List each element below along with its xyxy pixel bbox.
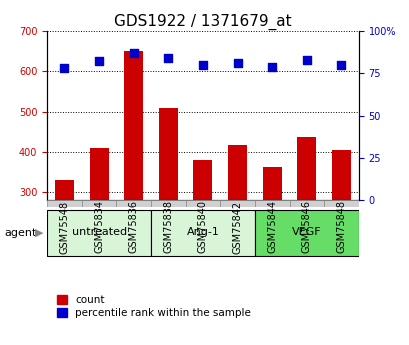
Bar (227, 145, 247, 313)
Bar (151, 200, 185, 207)
Bar (89, 148, 108, 313)
Bar (331, 150, 350, 313)
Text: Ang-1: Ang-1 (186, 227, 219, 237)
Bar (151, 209, 254, 256)
Point (268, 64, 275, 69)
Point (130, 50, 137, 56)
Text: ▶: ▶ (35, 228, 43, 238)
Title: GDS1922 / 1371679_at: GDS1922 / 1371679_at (114, 13, 291, 30)
Text: GSM75834: GSM75834 (94, 200, 104, 254)
Bar (297, 137, 316, 313)
Point (199, 62, 206, 68)
Text: GSM75848: GSM75848 (336, 200, 346, 254)
Point (61, 66, 67, 71)
Bar (55, 180, 74, 313)
Bar (220, 200, 254, 207)
Text: agent: agent (4, 228, 36, 238)
Text: untreated: untreated (71, 227, 126, 237)
Text: VEGF: VEGF (291, 227, 321, 237)
Point (337, 62, 344, 68)
Text: GSM75844: GSM75844 (267, 200, 276, 254)
Text: GSM75836: GSM75836 (128, 200, 138, 254)
Text: GSM75548: GSM75548 (59, 200, 69, 254)
Bar (47, 209, 151, 256)
Point (96, 59, 102, 64)
Legend: count, percentile rank within the sample: count, percentile rank within the sample (52, 291, 255, 323)
Bar (116, 200, 151, 207)
Bar (158, 108, 178, 313)
Bar (289, 200, 324, 207)
Bar (185, 200, 220, 207)
Point (165, 55, 171, 61)
Bar (193, 160, 212, 313)
Bar (81, 200, 116, 207)
Bar (124, 51, 143, 313)
Bar (254, 200, 289, 207)
Text: GSM75846: GSM75846 (301, 200, 311, 254)
Text: GSM75838: GSM75838 (163, 200, 173, 254)
Text: GSM75840: GSM75840 (198, 200, 207, 254)
Bar (254, 209, 358, 256)
Bar (262, 167, 281, 313)
Point (234, 60, 240, 66)
Point (303, 57, 309, 62)
Text: GSM75842: GSM75842 (232, 200, 242, 254)
Bar (324, 200, 358, 207)
Bar (47, 200, 81, 207)
